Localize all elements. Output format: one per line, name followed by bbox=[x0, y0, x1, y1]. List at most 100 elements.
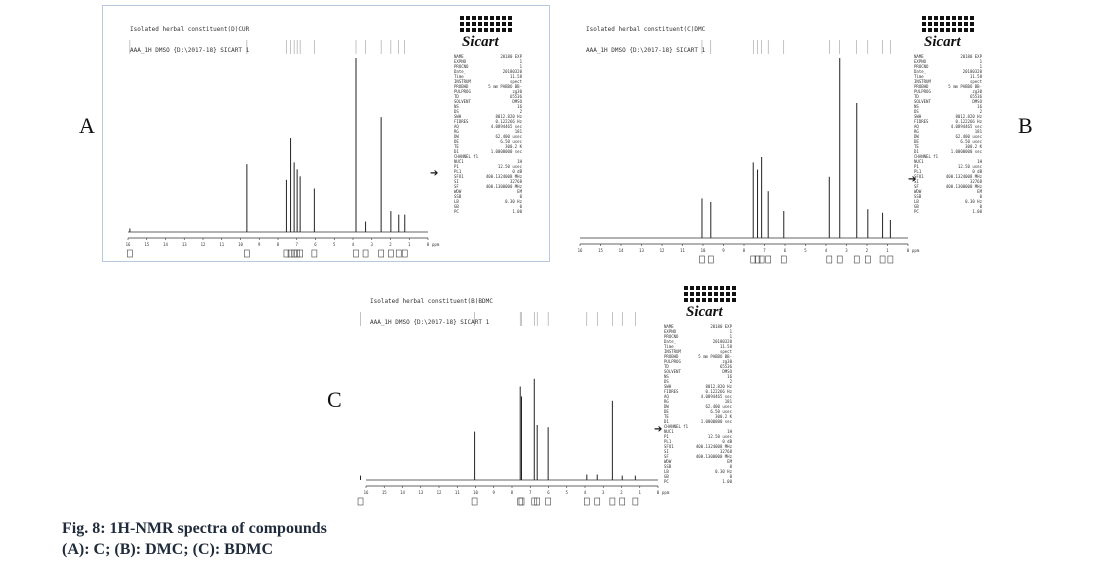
logo-block bbox=[460, 22, 464, 26]
integration-box bbox=[244, 249, 250, 258]
figure-caption: Fig. 8: 1H-NMR spectra of compounds (A):… bbox=[62, 518, 327, 560]
integration-box bbox=[518, 497, 525, 506]
integration-box bbox=[283, 249, 290, 258]
param-row: D1 1.0000000 sec bbox=[664, 419, 732, 424]
ppm-tick-label: 6 bbox=[314, 242, 317, 247]
param-key: INSTRUM bbox=[454, 79, 471, 84]
ppm-tick-label: 3 bbox=[371, 242, 374, 247]
spectrum-c-subtitle: AAA_1H DMSO {D:\2017-18} SICART 1 bbox=[370, 319, 490, 326]
integration-box bbox=[471, 497, 478, 506]
spectrum-c: Isolated herbal constituent(B)BDMC AAA_1… bbox=[357, 282, 798, 506]
integration-box bbox=[378, 249, 384, 258]
ppm-tick-label: 9 bbox=[493, 490, 496, 495]
spectrum-b-params: NAME 20180 EXP EXPNO 1 PROCNO 1 Date_ 20180320 T… bbox=[914, 54, 982, 214]
param-key: CHANNEL f1 bbox=[454, 154, 479, 159]
ppm-tick-label: 11 bbox=[455, 490, 460, 495]
param-key: Date_ bbox=[664, 339, 677, 344]
param-value: 65536 bbox=[969, 94, 982, 99]
param-key: SSB bbox=[454, 194, 462, 199]
logo-block bbox=[684, 286, 688, 290]
param-key: SOLVENT bbox=[454, 99, 471, 104]
spectrum-b-header: Isolated herbal constituent(C)DMC AAA_1H… bbox=[586, 12, 705, 68]
logo-stripes-icon bbox=[456, 14, 518, 34]
param-key: TD bbox=[664, 364, 669, 369]
logo-block bbox=[714, 298, 718, 302]
logo-block bbox=[696, 286, 700, 290]
logo-text: Sicart bbox=[462, 34, 499, 50]
param-value: 181 bbox=[514, 129, 522, 134]
param-key: INSTRUM bbox=[664, 349, 681, 354]
param-value: 400.1324008 MHz bbox=[485, 174, 522, 179]
param-row: NUC1 1H bbox=[454, 159, 522, 164]
ppm-tick-label: 12 bbox=[437, 490, 442, 495]
param-row: NS 16 bbox=[454, 104, 522, 109]
integration-box bbox=[401, 249, 408, 258]
param-value: 20180320 bbox=[962, 69, 982, 74]
arrow-icon: ➔ bbox=[654, 424, 663, 435]
spectrum-a-header: Isolated herbal constituent(D)CUR AAA_1H… bbox=[130, 12, 249, 68]
param-key: SWH bbox=[664, 384, 672, 389]
logo-block bbox=[940, 16, 944, 20]
param-value: 0 bbox=[979, 194, 982, 199]
logo-block bbox=[952, 28, 956, 32]
param-value: 20180 EXP bbox=[500, 54, 522, 59]
logo-block bbox=[958, 16, 962, 20]
param-value: 0.30 Hz bbox=[965, 199, 982, 204]
spectrum-a-plot: 16 15 14 13 12 11 10 9 8 7 6 5 4 3 2 1 0 ppm bbox=[126, 40, 440, 258]
ppm-tick-label: 16 bbox=[364, 490, 369, 495]
logo-block bbox=[708, 292, 712, 296]
param-row: Time 11.58 bbox=[664, 344, 732, 349]
param-key: PULPROG bbox=[454, 89, 471, 94]
param-value: EM bbox=[727, 459, 732, 464]
logo-block bbox=[946, 16, 950, 20]
ppm-tick-label: 3 bbox=[845, 248, 848, 253]
param-row: Time 11.58 bbox=[454, 74, 522, 79]
param-key: SOLVENT bbox=[914, 99, 931, 104]
param-key: PL1 bbox=[454, 169, 462, 174]
ppm-tick-label: 7 bbox=[529, 490, 532, 495]
spectrum-c-title: Isolated herbal constituent(B)BDMC bbox=[370, 298, 493, 305]
param-key: FIDRES bbox=[914, 119, 929, 124]
param-row: EXPNO 1 bbox=[664, 329, 732, 334]
param-row: DS 2 bbox=[914, 109, 982, 114]
param-row: RG 181 bbox=[664, 399, 732, 404]
param-row: PL1 0 dB bbox=[914, 169, 982, 174]
logo-block bbox=[702, 286, 706, 290]
logo-block bbox=[964, 28, 968, 32]
param-row: TD 65536 bbox=[664, 364, 732, 369]
ppm-tick-label: 9 bbox=[722, 248, 725, 253]
param-value: 1 bbox=[519, 64, 522, 69]
logo-block bbox=[502, 22, 506, 26]
param-row: FIDRES 0.122266 Hz bbox=[914, 119, 982, 124]
param-key: PC bbox=[454, 209, 459, 214]
ppm-tick-label: 8 bbox=[277, 242, 280, 247]
param-value: 4.0894465 sec bbox=[700, 394, 732, 399]
logo-stripes-icon bbox=[680, 284, 742, 304]
logo-block bbox=[690, 292, 694, 296]
ppm-unit-label: ppm bbox=[662, 490, 670, 495]
param-row: WDW EM bbox=[664, 459, 732, 464]
param-row: NAME 20180 EXP bbox=[454, 54, 522, 59]
param-value: 8012.820 Hz bbox=[955, 114, 983, 119]
integration-box bbox=[619, 497, 626, 506]
spectrum-c-params: NAME 20180 EXP EXPNO 1 PROCNO 1 Date_ 20180320 T… bbox=[664, 324, 732, 484]
logo-block bbox=[928, 22, 932, 26]
ppm-unit-label: ppm bbox=[432, 242, 440, 247]
param-row: NS 16 bbox=[664, 374, 732, 379]
param-row: GB 0 bbox=[914, 204, 982, 209]
param-value: 0 bbox=[519, 194, 522, 199]
param-row: WDW EM bbox=[454, 189, 522, 194]
logo-block bbox=[726, 292, 730, 296]
param-value: 400.1324008 MHz bbox=[945, 174, 982, 179]
param-value: spect bbox=[719, 349, 732, 354]
ppm-tick-label: 2 bbox=[866, 248, 869, 253]
logo-block bbox=[720, 292, 724, 296]
param-key: PROBHD bbox=[914, 84, 929, 89]
param-key: AQ bbox=[914, 124, 919, 129]
param-row: PULPROG zg30 bbox=[664, 359, 732, 364]
param-value: 32768 bbox=[719, 449, 732, 454]
ppm-tick-label: 2 bbox=[389, 242, 392, 247]
param-key: LB bbox=[454, 199, 459, 204]
param-value: 0.30 Hz bbox=[505, 199, 522, 204]
param-value: 8012.820 Hz bbox=[495, 114, 523, 119]
